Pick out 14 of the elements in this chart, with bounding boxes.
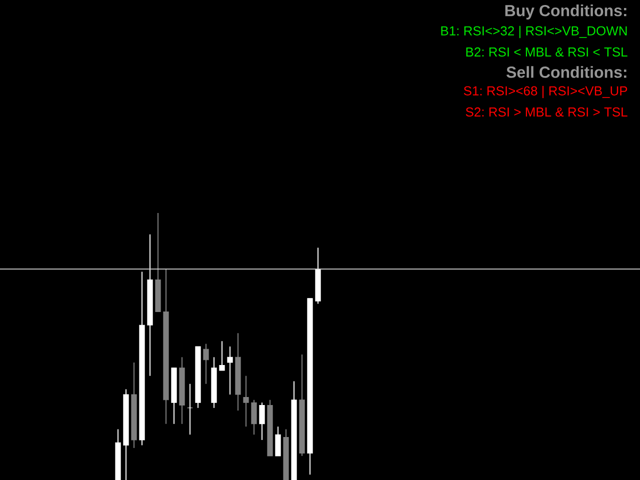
text: S1: RSI><68 | RSI><VB_UP — [464, 86, 628, 98]
candlestick — [203, 343, 209, 384]
candlestick — [219, 340, 225, 372]
text: B2: RSI < MBL & RSI < TSL — [466, 47, 628, 57]
text: B1: RSI<>32 | RSI<>VB_DOWN — [441, 26, 627, 38]
text: Sell Conditions: — [506, 66, 626, 78]
candlestick — [227, 346, 233, 396]
candlestick — [275, 426, 281, 456]
candlestick — [251, 399, 257, 436]
candlestick — [187, 383, 193, 436]
candlestick — [243, 375, 249, 428]
text: Buy Conditions: — [505, 4, 626, 20]
text: S2: RSI > MBL & RSI > TSL — [466, 107, 628, 117]
candlestick — [259, 402, 265, 440]
